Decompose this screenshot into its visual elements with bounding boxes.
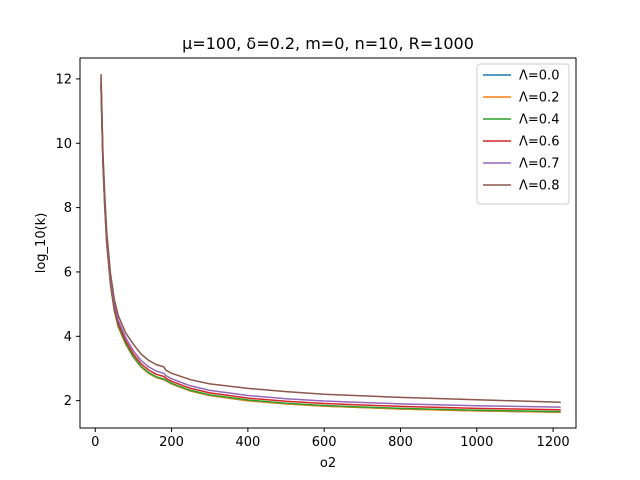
x-tick-label: 1200 <box>537 435 570 450</box>
y-tick-label: 12 <box>55 72 72 87</box>
legend-label: Λ=0.7 <box>519 157 559 172</box>
y-tick-label: 2 <box>64 394 72 409</box>
x-tick-label: 200 <box>159 435 184 450</box>
x-tick-label: 1000 <box>460 435 493 450</box>
plot-frame <box>79 57 577 429</box>
y-tick-label: 10 <box>55 137 72 152</box>
legend-label: Λ=0.2 <box>519 91 559 106</box>
x-tick-label: 400 <box>235 435 260 450</box>
legend-label: Λ=0.4 <box>519 113 559 128</box>
x-tick-label: 800 <box>388 435 413 450</box>
y-axis-ticks: 2 4 6 8 10 12 <box>55 72 80 409</box>
legend-label: Λ=0.8 <box>519 179 559 194</box>
legend-box <box>476 63 570 205</box>
y-tick-label: 4 <box>64 330 72 345</box>
x-tick-label: 600 <box>312 435 337 450</box>
chart-title: μ=100, δ=0.2, m=0, n=10, R=1000 <box>182 34 474 53</box>
x-axis-ticks: 0 200 400 600 800 1000 1200 <box>91 428 570 450</box>
y-tick-label: 8 <box>64 201 72 216</box>
plot-lines <box>100 74 561 413</box>
series-line-5 <box>100 74 561 404</box>
x-tick-label: 0 <box>91 435 99 450</box>
y-axis-label: log_10(k) <box>34 213 49 274</box>
legend-label: Λ=0.0 <box>519 69 559 84</box>
x-axis-label: o2 <box>320 456 336 471</box>
legend: Λ=0.0 Λ=0.2 Λ=0.4 Λ=0.6 Λ=0.7 Λ=0.8 <box>476 63 570 205</box>
y-tick-label: 6 <box>64 265 72 280</box>
legend-label: Λ=0.6 <box>519 135 559 150</box>
